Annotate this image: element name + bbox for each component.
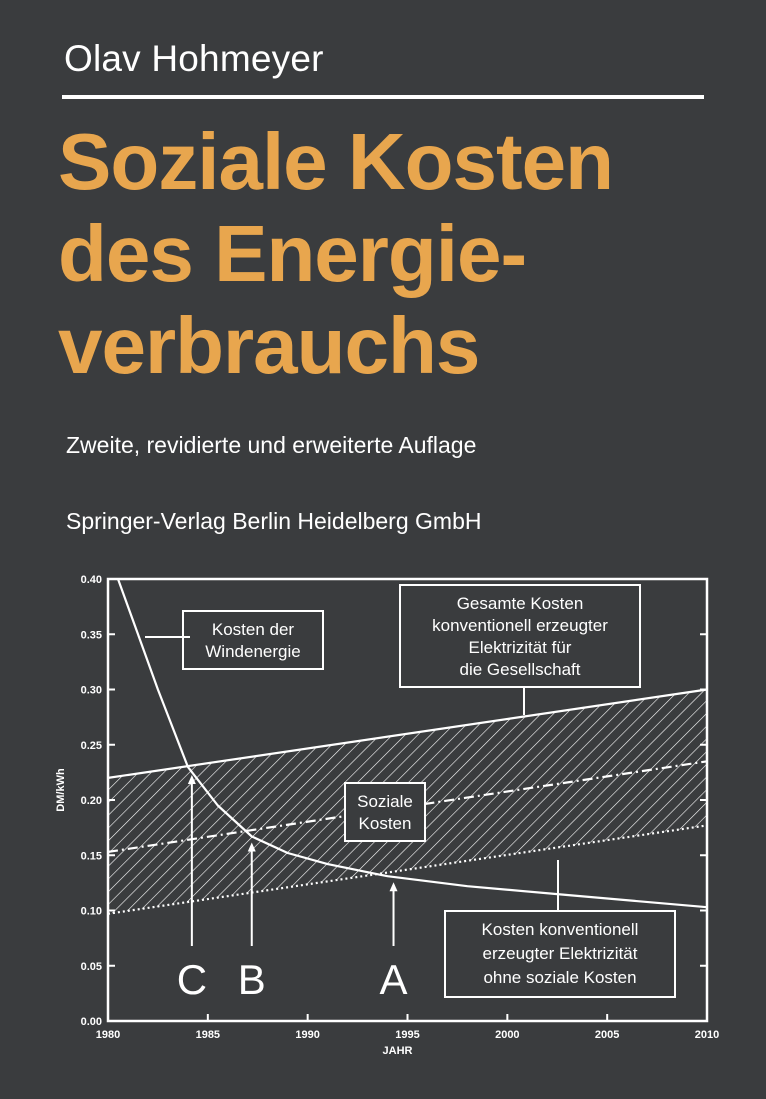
- annotation-text: Soziale: [357, 792, 413, 811]
- marker-arrow-head: [247, 842, 256, 852]
- annotation-box: [344, 782, 426, 842]
- edition-note: Zweite, revidierte und erweiterte Auflag…: [66, 432, 477, 458]
- x-axis-label: JAHR: [383, 1045, 413, 1057]
- annotation-text: Elektrizität für: [469, 638, 572, 657]
- annotation-box: [182, 610, 324, 670]
- annotation-text: konventionell erzeugter: [432, 616, 608, 635]
- annotation-text: Gesamte Kosten: [457, 594, 584, 613]
- annotation-text: Kosten: [359, 814, 412, 833]
- x-tick-label: 2000: [495, 1029, 519, 1041]
- annotation-text: Kosten der: [212, 620, 295, 639]
- annotation-box: [444, 910, 676, 998]
- y-tick-label: 0.30: [81, 685, 102, 697]
- y-tick-label: 0.25: [81, 740, 102, 752]
- x-tick-label: 2005: [595, 1029, 619, 1041]
- x-tick-label: 2010: [695, 1029, 719, 1041]
- marker-arrow-head: [389, 882, 398, 892]
- annotation-text: erzeugter Elektrizität: [483, 944, 638, 963]
- divider-rule: [62, 95, 704, 99]
- x-tick-label: 1995: [395, 1029, 419, 1041]
- marker-letter-A: A: [380, 956, 408, 1003]
- y-tick-label: 0.20: [81, 795, 102, 807]
- series-line-2: [107, 688, 708, 779]
- marker-arrow-head: [187, 775, 196, 785]
- series-line-4: [107, 824, 708, 915]
- y-tick-label: 0.15: [81, 850, 102, 862]
- y-tick-label: 0.05: [81, 961, 102, 973]
- marker-letter-B: B: [238, 956, 266, 1003]
- annotation-text: die Gesellschaft: [460, 660, 581, 679]
- x-tick-label: 1990: [295, 1029, 319, 1041]
- cover-chart: 0.00 0.05 0.10 0.15 0.20 0.25 0.30 0.35 0.40 1980…: [55, 574, 719, 1057]
- series-line-1: [116, 578, 708, 909]
- publisher-name: Springer-Verlag Berlin Heidelberg GmbH: [66, 508, 482, 534]
- title-line-2: des Energie-: [58, 209, 527, 298]
- y-tick-label: 0.35: [81, 629, 102, 641]
- title-line-1: Soziale Kosten: [58, 117, 614, 206]
- title-line-3: verbrauchs: [58, 301, 480, 390]
- annotation-text: Kosten konventionell: [482, 920, 639, 939]
- book-title: Soziale Kosten des Energie- verbrauchs: [58, 116, 748, 392]
- annotation-text: Windenergie: [205, 642, 300, 661]
- annotation-text: ohne soziale Kosten: [483, 968, 636, 987]
- x-tick-label: 1980: [96, 1029, 120, 1041]
- y-axis-label: DM/kWh: [55, 768, 67, 812]
- x-tick-label: 1985: [196, 1029, 220, 1041]
- y-tick-label: 0.10: [81, 906, 102, 918]
- annotation-box: [399, 584, 641, 688]
- y-tick-label: 0.00: [81, 1016, 102, 1028]
- marker-letter-C: C: [177, 956, 207, 1003]
- author-name: Olav Hohmeyer: [64, 38, 324, 79]
- y-tick-label: 0.40: [81, 574, 102, 586]
